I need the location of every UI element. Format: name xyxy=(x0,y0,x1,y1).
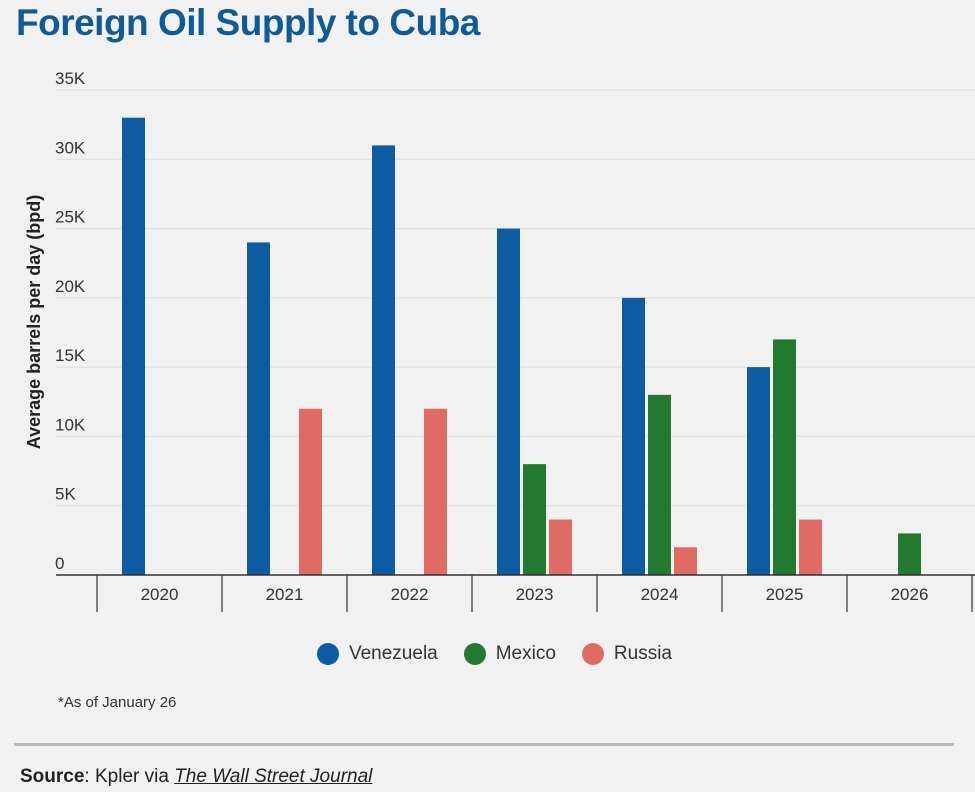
source-publication-link[interactable]: The Wall Street Journal xyxy=(174,766,373,787)
x-tick-label: 2023 xyxy=(516,585,554,604)
bar-russia-2025 xyxy=(799,519,822,575)
legend-item-russia: Russia xyxy=(581,643,672,665)
legend-label: Mexico xyxy=(495,643,556,664)
y-tick-label: 0 xyxy=(55,554,64,573)
x-tick-label: 2022 xyxy=(391,585,429,604)
x-tick-label: 2024 xyxy=(641,585,679,604)
bar-russia-2024 xyxy=(674,547,697,575)
x-tick-label: 2025 xyxy=(766,585,804,604)
legend-swatch xyxy=(581,643,604,665)
bar-venezuela-2022 xyxy=(372,145,395,575)
legend-swatch xyxy=(316,643,339,665)
chart-title: Foreign Oil Supply to Cuba xyxy=(16,2,480,43)
x-axis: 2020 2021 2022 2023 2024 2025 2026 xyxy=(56,574,975,612)
source-label: Source xyxy=(20,766,85,787)
bar-russia-2022 xyxy=(424,408,447,575)
y-tick-label: 25K xyxy=(55,208,86,227)
y-tick-label: 15K xyxy=(55,346,86,365)
y-tick-label: 35K xyxy=(55,69,86,88)
y-axis-label: Average barrels per day (bpd) xyxy=(24,195,44,449)
x-tick-label: 2026 xyxy=(891,585,929,604)
y-axis-ticks: 0 5K 10K 15K 20K 25K 30K 35K xyxy=(55,69,86,573)
y-tick-label: 20K xyxy=(55,277,86,296)
source-line: Source: Kpler via The Wall Street Journa… xyxy=(20,766,372,788)
bar-venezuela-2020 xyxy=(122,117,145,575)
divider xyxy=(14,743,954,746)
legend: Venezuela Mexico Russia xyxy=(0,643,975,665)
x-tick-label: 2021 xyxy=(266,585,304,604)
y-tick-label: 10K xyxy=(55,415,86,434)
bar-mexico-2024 xyxy=(648,394,671,575)
bar-venezuela-2021 xyxy=(247,242,270,575)
bar-russia-2023 xyxy=(549,519,572,575)
legend-label: Russia xyxy=(613,643,672,664)
bar-venezuela-2024 xyxy=(622,297,645,575)
bars xyxy=(122,117,921,576)
bar-mexico-2026 xyxy=(898,533,921,575)
bar-mexico-2025 xyxy=(773,339,796,575)
bar-venezuela-2023 xyxy=(497,228,520,576)
y-tick-label: 5K xyxy=(55,485,76,504)
legend-label: Venezuela xyxy=(348,643,438,664)
legend-swatch xyxy=(463,643,486,665)
y-tick-label: 30K xyxy=(55,138,86,157)
source-text: : Kpler via xyxy=(84,766,175,787)
footnote: *As of January 26 xyxy=(58,694,177,711)
bar-russia-2021 xyxy=(299,408,322,575)
legend-item-mexico: Mexico xyxy=(463,643,556,665)
x-tick-label: 2020 xyxy=(141,585,179,604)
legend-item-venezuela: Venezuela xyxy=(316,643,438,665)
bar-venezuela-2025 xyxy=(747,367,770,575)
bar-mexico-2023 xyxy=(523,464,546,575)
